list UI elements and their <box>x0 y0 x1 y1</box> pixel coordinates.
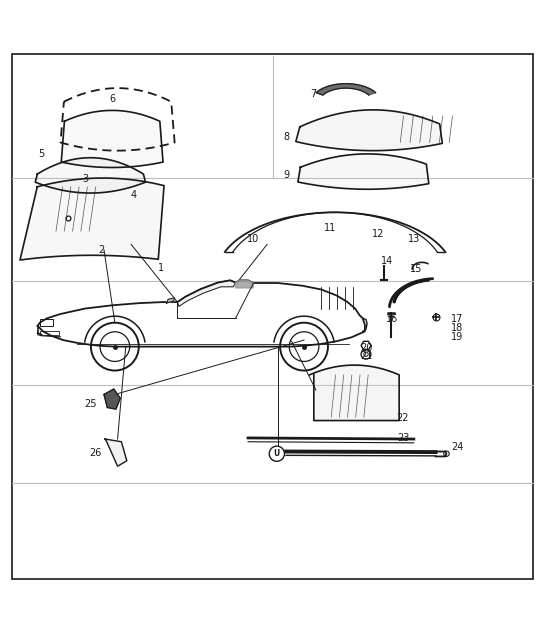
Polygon shape <box>104 389 120 409</box>
Text: 8: 8 <box>283 133 289 143</box>
Text: 7: 7 <box>310 89 317 99</box>
Polygon shape <box>310 365 399 421</box>
Text: 19: 19 <box>451 332 463 342</box>
Text: 13: 13 <box>408 234 420 244</box>
Text: 25: 25 <box>84 399 96 409</box>
Text: 5: 5 <box>38 149 45 159</box>
Text: U: U <box>274 449 280 458</box>
Polygon shape <box>235 280 253 288</box>
Polygon shape <box>296 110 443 151</box>
Text: 9: 9 <box>283 170 289 180</box>
Text: 15: 15 <box>410 264 423 274</box>
Polygon shape <box>61 111 163 168</box>
Text: 18: 18 <box>451 323 463 333</box>
Text: 11: 11 <box>323 223 336 233</box>
Text: 23: 23 <box>397 433 409 443</box>
Text: 24: 24 <box>451 442 463 452</box>
Text: 2: 2 <box>98 245 105 255</box>
Polygon shape <box>105 439 127 466</box>
Text: 26: 26 <box>89 448 102 458</box>
Text: 1: 1 <box>158 263 164 273</box>
Text: 4: 4 <box>131 190 137 200</box>
Text: 16: 16 <box>386 315 398 325</box>
Text: 22: 22 <box>397 413 409 423</box>
Polygon shape <box>316 84 376 95</box>
Text: 20: 20 <box>360 343 372 353</box>
Text: 12: 12 <box>372 229 385 239</box>
Bar <box>40 332 59 335</box>
Text: 17: 17 <box>451 315 463 325</box>
Text: 21: 21 <box>360 352 372 361</box>
Text: 6: 6 <box>109 94 115 104</box>
Text: 14: 14 <box>380 256 393 266</box>
Text: 10: 10 <box>247 234 259 244</box>
Polygon shape <box>35 158 146 193</box>
Bar <box>40 320 53 326</box>
Polygon shape <box>177 280 235 306</box>
Polygon shape <box>166 298 174 303</box>
Polygon shape <box>20 178 164 260</box>
Text: 3: 3 <box>82 174 88 184</box>
Polygon shape <box>298 154 429 189</box>
